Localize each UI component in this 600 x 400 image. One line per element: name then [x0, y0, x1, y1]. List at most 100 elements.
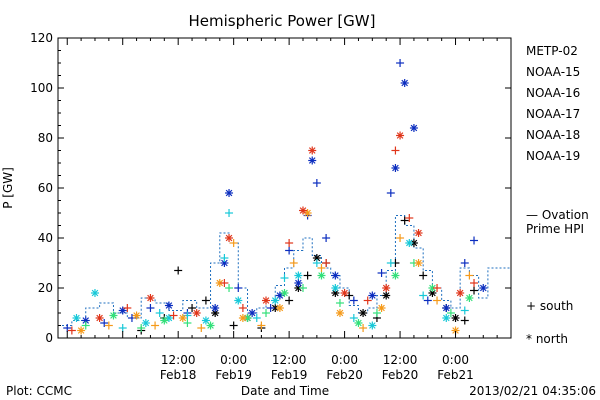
y-tick-label: 80 — [38, 131, 53, 145]
south-point — [104, 321, 113, 330]
north-point — [90, 289, 99, 297]
north-point — [141, 319, 150, 327]
north-point — [391, 271, 400, 280]
north-point — [409, 124, 418, 132]
x-axis: 12:00Feb180:00Feb1912:00Feb190:00Feb2012… — [66, 38, 512, 382]
x-tick-time-label: 12:00 — [272, 353, 307, 367]
south-point — [238, 304, 247, 312]
south-point — [396, 234, 405, 242]
north-point — [275, 304, 284, 312]
north-point — [391, 164, 400, 172]
north-point — [308, 146, 317, 155]
north-point — [317, 271, 326, 280]
north-point — [248, 309, 257, 317]
south-point — [285, 296, 294, 305]
south-point — [359, 324, 368, 332]
south-point — [169, 311, 178, 320]
data-points — [63, 59, 488, 335]
x-tick-date-label: Feb19 — [215, 368, 252, 382]
north-point — [456, 289, 465, 297]
north-point — [294, 279, 303, 287]
south-point — [386, 259, 395, 267]
south-point — [363, 296, 372, 305]
north-point — [206, 321, 215, 330]
south-point — [63, 324, 72, 332]
north-point — [146, 294, 155, 302]
south-point — [151, 321, 160, 330]
legend-item-metp-02: METP-02 — [526, 44, 578, 58]
south-point — [229, 321, 238, 330]
y-tick-label: 40 — [38, 231, 53, 245]
south-point — [396, 59, 405, 67]
y-tick-label: 20 — [38, 281, 53, 295]
north-point — [382, 291, 391, 300]
x-tick-date-label: Feb20 — [382, 368, 419, 382]
south-point — [433, 296, 442, 305]
south-point — [303, 271, 312, 280]
south-point — [100, 319, 109, 327]
south-point — [220, 254, 229, 262]
south-point — [183, 319, 192, 327]
north-point — [77, 326, 86, 335]
south-point — [285, 246, 294, 255]
south-point — [470, 286, 479, 295]
south-point — [312, 259, 321, 267]
south-point — [225, 209, 234, 217]
south-point — [81, 321, 90, 330]
north-point — [201, 316, 210, 325]
south-point — [234, 284, 243, 292]
legend-item-noaa-16: NOAA-16 — [526, 86, 580, 100]
south-point — [372, 309, 381, 317]
legend-item-noaa-17: NOAA-17 — [526, 107, 580, 121]
series-noaa-19 — [67, 131, 479, 335]
south-point — [155, 309, 164, 317]
south-point — [174, 266, 183, 275]
legend-item-noaa-15: NOAA-15 — [526, 65, 580, 79]
north-point — [280, 289, 289, 297]
north-point — [298, 206, 307, 215]
x-tick-date-label: Feb18 — [160, 368, 197, 382]
south-point — [400, 216, 409, 225]
south-point — [201, 296, 210, 305]
south-point — [220, 279, 229, 287]
north-point — [109, 311, 118, 320]
north-point — [72, 314, 81, 322]
north-point — [340, 289, 349, 297]
y-tick-label: 120 — [30, 31, 53, 45]
north-point — [465, 294, 474, 302]
y-tick-label: 0 — [45, 331, 53, 345]
south-point — [465, 271, 474, 280]
north-point — [160, 316, 169, 325]
south-point — [137, 324, 146, 332]
x-tick-date-label: Feb19 — [271, 368, 308, 382]
south-point — [197, 324, 206, 332]
south-point — [266, 304, 275, 312]
north-point — [132, 311, 141, 320]
south-point — [322, 234, 331, 242]
legend-item-noaa-19: NOAA-19 — [526, 149, 580, 163]
south-point — [285, 239, 294, 247]
x-tick-date-label: Feb21 — [437, 368, 474, 382]
south-point — [262, 309, 271, 317]
south-point — [229, 239, 238, 247]
south-point — [67, 326, 76, 335]
north-point — [442, 304, 451, 312]
north-point — [225, 189, 234, 197]
south-point — [349, 296, 358, 305]
series-noaa-17 — [81, 259, 474, 332]
x-tick-time-label: 12:00 — [161, 353, 196, 367]
footer-timestamp: 2013/02/21 04:35:06 — [469, 384, 596, 398]
north-point — [238, 314, 247, 322]
south-point — [188, 304, 197, 312]
south-point — [317, 264, 326, 272]
north-point — [359, 309, 368, 317]
north-point — [262, 296, 271, 305]
x-axis-label: Date and Time — [241, 384, 329, 398]
south-point — [349, 314, 358, 322]
north-point — [368, 321, 377, 330]
ovation-hpi-line — [58, 215, 511, 326]
north-point — [451, 314, 460, 322]
south-point — [460, 306, 469, 315]
north-point — [414, 229, 423, 237]
